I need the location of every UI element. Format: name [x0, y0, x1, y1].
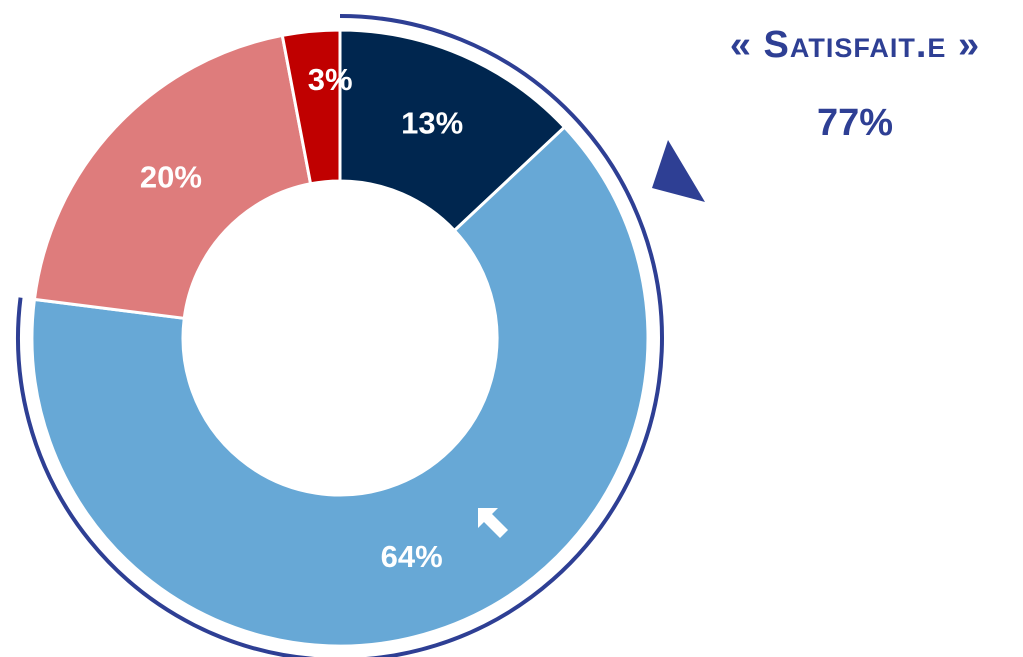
slice-label: 13%	[401, 105, 463, 140]
cursor-icon	[478, 508, 508, 538]
slice-label: 64%	[381, 539, 443, 574]
slices	[30, 28, 650, 648]
slice-label: 3%	[308, 62, 353, 97]
slice-label: 20%	[140, 159, 202, 194]
labels: 13% 64% 20% 3%	[140, 62, 463, 574]
annotation-arc	[16, 14, 664, 657]
slice	[32, 33, 313, 320]
slice	[280, 28, 342, 186]
slice	[338, 28, 567, 233]
arrowhead	[652, 140, 705, 202]
annotation-title: « Satisfait.e »	[730, 24, 980, 66]
annotation-value: 77%	[817, 102, 893, 144]
